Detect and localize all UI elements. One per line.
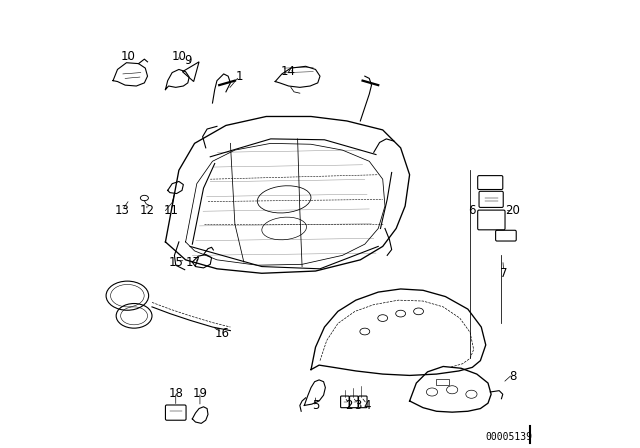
Text: 2: 2: [346, 399, 353, 412]
Text: 7: 7: [500, 267, 508, 280]
Text: 19: 19: [193, 387, 207, 400]
Text: 10: 10: [172, 49, 186, 63]
Text: 10: 10: [121, 49, 136, 63]
Text: 9: 9: [184, 54, 191, 67]
Text: 13: 13: [115, 204, 129, 217]
Text: 00005139: 00005139: [486, 432, 532, 442]
Text: 18: 18: [168, 387, 183, 400]
Bar: [436, 379, 449, 385]
Text: 16: 16: [215, 327, 230, 340]
Text: 6: 6: [468, 204, 476, 217]
Text: 8: 8: [509, 370, 516, 383]
Text: 1: 1: [236, 69, 243, 83]
Text: 15: 15: [168, 255, 183, 269]
Text: 12: 12: [140, 204, 155, 217]
Text: 3: 3: [355, 399, 362, 412]
Text: 20: 20: [505, 204, 520, 217]
Text: 5: 5: [312, 399, 319, 412]
Text: 17: 17: [186, 255, 201, 269]
Text: 14: 14: [281, 65, 296, 78]
Text: 11: 11: [164, 204, 179, 217]
Text: 4: 4: [364, 399, 371, 412]
